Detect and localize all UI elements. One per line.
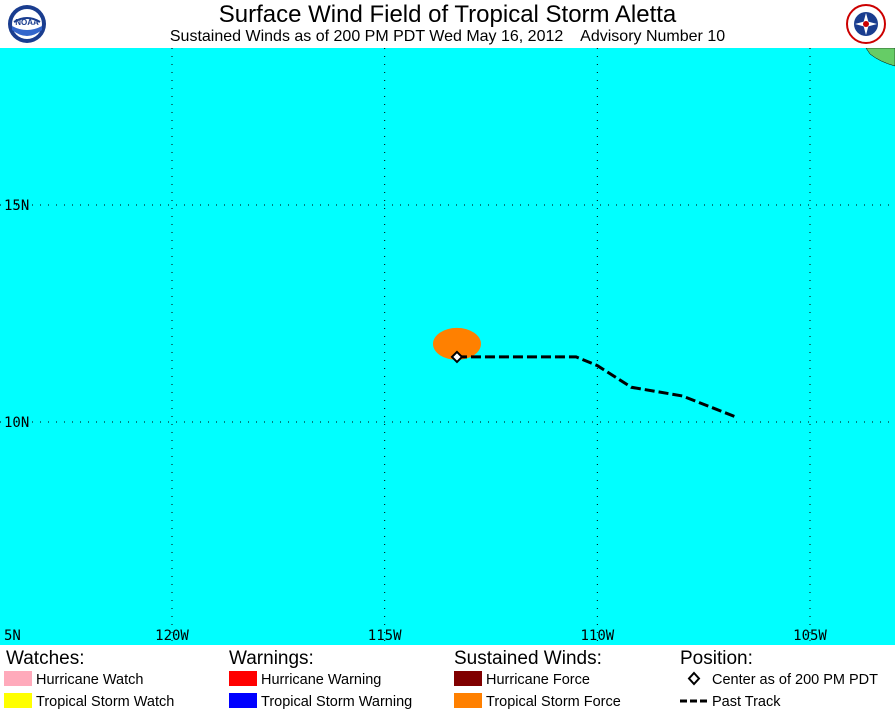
latitude-label: 15N [4, 198, 29, 214]
longitude-label: 110W [580, 628, 614, 644]
longitude-label: 105W [793, 628, 827, 644]
past-track-line [456, 355, 739, 420]
legend-tropical-storm-warning: Tropical Storm Warning [229, 693, 412, 711]
legend-past-track: Past Track [680, 693, 781, 711]
tropical-storm-force-swatch [454, 693, 482, 708]
hurricane-force-swatch [454, 671, 482, 686]
noaa-logo: NOAA [7, 4, 47, 44]
hurricane-watch-swatch [4, 671, 32, 686]
legend-tropical-storm-watch: Tropical Storm Watch [4, 693, 174, 711]
storm-center-marker [450, 350, 464, 364]
svg-text:NOAA: NOAA [15, 18, 39, 27]
warnings-heading: Warnings: [229, 648, 314, 669]
tropical-storm-watch-swatch [4, 693, 32, 708]
diamond-icon [687, 671, 701, 686]
storm-layer [432, 327, 739, 420]
position-heading: Position: [680, 648, 753, 669]
map-title: Surface Wind Field of Tropical Storm Ale… [218, 1, 677, 28]
legend-tropical-storm-force: Tropical Storm Force [454, 693, 621, 711]
legend-hurricane-force: Hurricane Force [454, 671, 590, 689]
tropical-storm-warning-swatch [229, 693, 257, 708]
winds-heading: Sustained Winds: [454, 648, 602, 669]
map-canvas: 15N 10N 5N 120W 115W 110W 105W [0, 48, 895, 645]
legend-hurricane-watch: Hurricane Watch [4, 671, 143, 689]
storm-map: 15N 10N 5N 120W 115W 110W 105W [0, 48, 895, 645]
latitude-label: 5N [4, 628, 21, 644]
dashed-line-icon [680, 699, 708, 703]
watches-heading: Watches: [6, 648, 85, 669]
coordinate-labels: 15N 10N 5N 120W 115W 110W 105W [4, 198, 827, 644]
map-subtitle: Sustained Winds as of 200 PM PDT Wed May… [169, 28, 726, 45]
header: NOAA Surface Wind Field of Tropical Stor… [0, 0, 895, 48]
legend-hurricane-warning: Hurricane Warning [229, 671, 381, 689]
nws-logo [846, 4, 886, 44]
legend: Watches: Hurricane Watch Tropical Storm … [0, 645, 895, 716]
longitude-label: 115W [368, 628, 402, 644]
latitude-label: 10N [4, 415, 29, 431]
tropical-storm-force-wind-field [432, 327, 481, 360]
legend-center-position: Center as of 200 PM PDT [680, 671, 878, 689]
longitude-label: 120W [155, 628, 189, 644]
hurricane-warning-swatch [229, 671, 257, 686]
